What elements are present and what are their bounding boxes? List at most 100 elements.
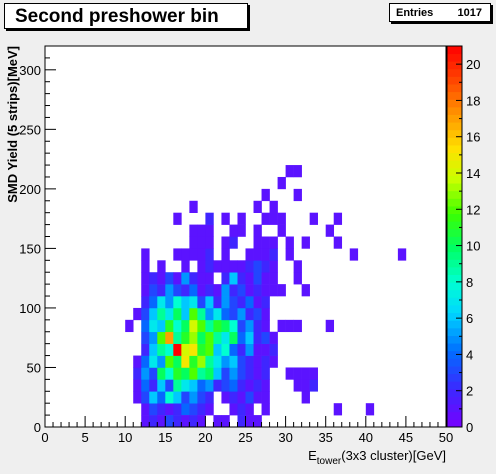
heatmap-cell: [253, 355, 262, 368]
heatmap-cell: [261, 236, 270, 249]
heatmap-cell: [197, 236, 206, 249]
heatmap-cell: [253, 296, 262, 309]
heatmap-cell: [157, 331, 166, 344]
heatmap-cell: [253, 379, 262, 392]
heatmap-cell: [229, 260, 238, 273]
heatmap-cell: [349, 248, 359, 261]
heatmap-cell: [277, 319, 286, 333]
heatmap-cell: [165, 403, 174, 416]
heatmap-cell: [189, 331, 198, 344]
heatmap-cell: [197, 343, 206, 356]
x-tick-label: 40: [359, 430, 373, 445]
heatmap-cell: [181, 403, 190, 416]
palette-swatch: [447, 350, 462, 359]
palette-swatch: [447, 129, 462, 138]
palette-swatch: [447, 145, 462, 154]
heatmap-cell: [165, 296, 174, 309]
heatmap-cell: [189, 248, 198, 261]
palette-swatch: [447, 61, 462, 70]
palette-swatch: [447, 99, 462, 108]
heatmap-cells: [44, 45, 447, 428]
palette-swatch: [447, 396, 462, 405]
heatmap-cell: [221, 355, 230, 368]
heatmap-cell: [221, 307, 230, 321]
heatmap-cell: [157, 403, 166, 416]
palette-swatch: [447, 274, 462, 283]
heatmap-cell: [325, 224, 335, 237]
heatmap-cell: [173, 212, 182, 225]
heatmap-cell: [205, 272, 214, 285]
heatmap-cell: [229, 236, 238, 249]
y-tick-label: 100: [19, 301, 41, 316]
y-axis-label: SMD Yield (5 strips)[MeV]: [5, 46, 20, 203]
palette-swatch: [447, 183, 462, 192]
heatmap-cell: [269, 200, 278, 213]
heatmap-cell: [205, 379, 214, 392]
heatmap-cell: [253, 260, 262, 273]
heatmap-cell: [245, 248, 254, 261]
heatmap-cell: [293, 260, 302, 273]
heatmap-cell: [197, 284, 206, 297]
heatmap-cell: [245, 403, 254, 416]
heatmap-cell: [205, 260, 214, 273]
heatmap-cell: [229, 224, 238, 237]
z-tick-label: 0: [466, 420, 473, 435]
heatmap-cell: [221, 331, 230, 344]
heatmap-cell: [221, 212, 230, 225]
heatmap-cell: [141, 307, 150, 321]
z-tick-label: 18: [466, 93, 480, 108]
heatmap-cell: [213, 379, 222, 392]
heatmap-cell: [245, 307, 254, 321]
heatmap-cell: [245, 415, 254, 428]
heatmap-cell: [261, 296, 270, 309]
heatmap-cell: [245, 284, 254, 297]
x-tick-label: 20: [198, 430, 212, 445]
heatmap-cell: [221, 367, 230, 380]
heatmap-cell: [181, 260, 190, 273]
heatmap-cell: [293, 319, 302, 333]
palette-swatch: [447, 381, 462, 390]
heatmap-cell: [245, 331, 254, 344]
heatmap-cell: [173, 272, 182, 285]
heatmap-cell: [261, 331, 270, 344]
heatmap-cell: [237, 284, 246, 297]
heatmap-cell: [165, 415, 174, 428]
heatmap-cell: [221, 284, 230, 297]
heatmap-cell: [173, 355, 182, 368]
heatmap-cell: [173, 367, 182, 380]
heatmap-cell: [181, 307, 190, 321]
heatmap-cell: [197, 272, 206, 285]
heatmap-cell: [165, 319, 174, 333]
heatmap-cell: [237, 343, 246, 356]
heatmap-cell: [141, 296, 150, 309]
heatmap-cell: [237, 224, 246, 237]
heatmap-cell: [213, 355, 222, 368]
heatmap-cell: [197, 415, 206, 428]
heatmap-cell: [157, 319, 166, 333]
palette-swatch: [447, 236, 462, 245]
heatmap-cell: [397, 248, 407, 261]
y-axis: 0 50 100 150 200 250 300: [19, 45, 56, 435]
z-tick-label: 12: [466, 202, 480, 217]
heatmap-cell: [197, 331, 206, 344]
heatmap-cell: [189, 319, 198, 333]
palette-swatch: [447, 320, 462, 329]
heatmap-cell: [245, 367, 254, 380]
heatmap-cell: [365, 403, 375, 416]
heatmap-cell: [301, 379, 310, 392]
heatmap-cell: [229, 355, 238, 368]
heatmap-cell: [165, 343, 174, 356]
heatmap-cell: [237, 272, 246, 285]
heatmap-cell: [205, 367, 214, 380]
heatmap-cell: [333, 236, 343, 249]
heatmap-cell: [325, 319, 335, 333]
heatmap-cell: [237, 403, 246, 416]
heatmap-cell: [181, 248, 190, 261]
heatmap-cell: [149, 296, 158, 309]
heatmap-cell: [149, 307, 158, 321]
heatmap-cell: [181, 331, 190, 344]
palette-border: [446, 45, 463, 428]
heatmap-cell: [245, 296, 254, 309]
heatmap-cell: [237, 331, 246, 344]
